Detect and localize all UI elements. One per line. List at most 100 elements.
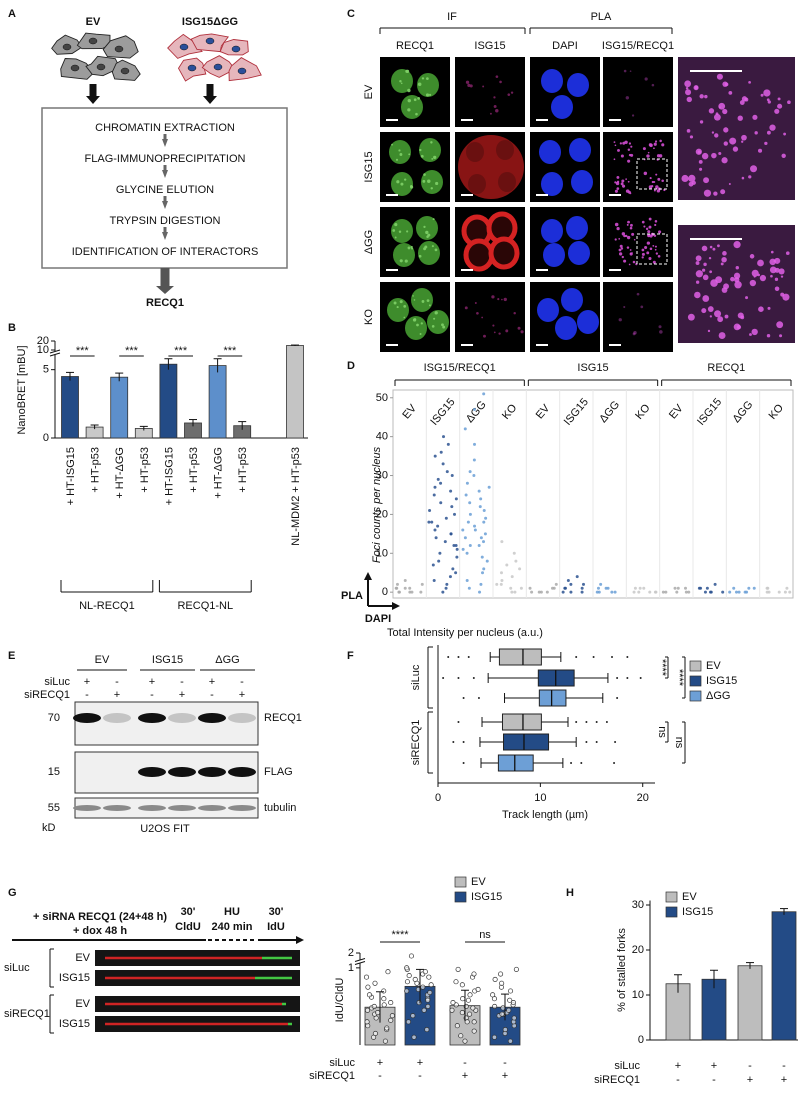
bar: [771, 911, 797, 1041]
foci: [465, 80, 470, 84]
foci: [685, 89, 692, 96]
foci: [709, 245, 713, 249]
blot-label: tubulin: [264, 802, 296, 814]
point: [581, 582, 585, 586]
foci: [398, 230, 402, 233]
point: [563, 586, 567, 590]
foci: [695, 148, 702, 155]
foci: [757, 148, 763, 153]
foci: [482, 85, 485, 88]
axis-break: [355, 959, 365, 964]
point: [419, 590, 423, 594]
foci: [474, 301, 477, 304]
point: [478, 505, 482, 509]
column-header: ISG15: [474, 40, 505, 52]
point: [473, 524, 477, 528]
outlier: [442, 677, 445, 679]
point: [434, 536, 438, 540]
foci: [689, 135, 694, 139]
point: [449, 489, 453, 493]
point: [468, 501, 472, 505]
bar: [737, 965, 763, 1041]
nucleus-signal: [391, 69, 413, 93]
point: [405, 1019, 412, 1025]
foci: [655, 173, 658, 176]
foci: [393, 301, 397, 305]
point: [441, 462, 445, 466]
point: [437, 559, 441, 563]
point: [545, 590, 549, 594]
group-label: siLuc: [410, 664, 422, 690]
point: [384, 1025, 390, 1031]
group-title: ISG15ΔGG: [182, 16, 238, 28]
condition-label: siLuc: [614, 1060, 640, 1072]
foci: [751, 269, 759, 277]
point: [752, 586, 756, 590]
foci: [770, 250, 774, 254]
point: [550, 586, 554, 590]
foci: [501, 298, 503, 301]
axis-break-mark: [49, 352, 61, 357]
micrograph: [530, 207, 600, 277]
foci: [704, 94, 708, 99]
point: [610, 590, 614, 594]
point: [439, 481, 443, 485]
band: [138, 713, 166, 723]
point: [433, 485, 437, 489]
foci: [702, 268, 706, 272]
point: [477, 544, 481, 548]
outlier: [457, 677, 460, 679]
foci: [493, 96, 496, 99]
foci: [627, 180, 630, 183]
foci: [749, 333, 752, 336]
foci: [661, 143, 665, 147]
point: [404, 979, 410, 985]
foci: [644, 245, 648, 250]
point: [443, 540, 447, 544]
outlier: [447, 656, 450, 658]
foci: [654, 223, 657, 227]
row-label: ΔGG: [363, 230, 375, 254]
foci: [495, 75, 499, 78]
foci: [774, 108, 780, 114]
foci: [517, 326, 521, 330]
foci: [623, 69, 627, 73]
foci: [781, 153, 786, 158]
foci: [646, 241, 651, 245]
foci: [628, 263, 631, 266]
nucleus-signal: [541, 219, 563, 243]
x-tick-label: 20: [637, 792, 649, 804]
point: [502, 1027, 508, 1033]
foci: [621, 232, 626, 236]
foci: [631, 232, 635, 236]
condition-sign: +: [84, 676, 90, 688]
foci: [396, 180, 400, 184]
foci: [628, 142, 632, 145]
foci: [707, 306, 714, 312]
panel-label: F: [347, 650, 354, 662]
foci: [614, 144, 617, 147]
x-tick-label: + HT-p53: [139, 447, 151, 493]
foci: [431, 245, 434, 248]
point: [426, 974, 432, 980]
foci: [723, 127, 729, 133]
point: [365, 984, 371, 990]
foci: [435, 181, 439, 186]
x-tick-label: + HT-p53: [90, 447, 102, 493]
point: [464, 493, 468, 497]
point: [499, 571, 503, 575]
arrow: [156, 268, 174, 294]
y-tick-label: 1: [348, 962, 354, 974]
point: [467, 586, 471, 590]
foci: [653, 142, 657, 146]
point: [428, 509, 432, 513]
nucleus-signal: [555, 316, 577, 340]
foci: [625, 189, 630, 193]
foci: [407, 246, 411, 250]
foci: [652, 244, 655, 247]
nucleus-shadow: [498, 172, 516, 192]
foci: [481, 316, 484, 319]
condition-sign: +: [781, 1074, 787, 1086]
condition-sign: +: [675, 1060, 681, 1072]
workflow-step: GLYCINE ELUTION: [116, 184, 214, 196]
